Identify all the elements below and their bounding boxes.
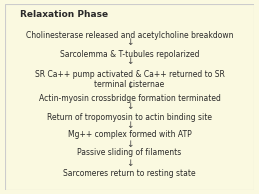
Text: ↓: ↓ xyxy=(126,159,133,168)
Text: Actin-myosin crossbridge formation terminated: Actin-myosin crossbridge formation termi… xyxy=(39,94,220,103)
Text: Relaxation Phase: Relaxation Phase xyxy=(20,10,108,19)
Text: ↓: ↓ xyxy=(126,102,133,111)
Text: ↓: ↓ xyxy=(126,140,133,149)
Text: Sarcolemma & T-tubules repolarized: Sarcolemma & T-tubules repolarized xyxy=(60,49,199,59)
Text: Passive sliding of filaments: Passive sliding of filaments xyxy=(77,148,182,157)
Text: Sarcomeres return to resting state: Sarcomeres return to resting state xyxy=(63,169,196,178)
Text: Cholinesterase released and acetylcholine breakdown: Cholinesterase released and acetylcholin… xyxy=(26,31,233,40)
Text: ↓: ↓ xyxy=(126,121,133,130)
Text: SR Ca++ pump activated & Ca++ returned to SR
terminal cisternae: SR Ca++ pump activated & Ca++ returned t… xyxy=(34,70,225,89)
Text: Mg++ complex formed with ATP: Mg++ complex formed with ATP xyxy=(68,130,191,139)
Text: ↓: ↓ xyxy=(126,81,133,90)
Text: ↓: ↓ xyxy=(126,38,133,47)
Text: Return of tropomyosin to actin binding site: Return of tropomyosin to actin binding s… xyxy=(47,113,212,122)
Text: ↓: ↓ xyxy=(126,57,133,66)
